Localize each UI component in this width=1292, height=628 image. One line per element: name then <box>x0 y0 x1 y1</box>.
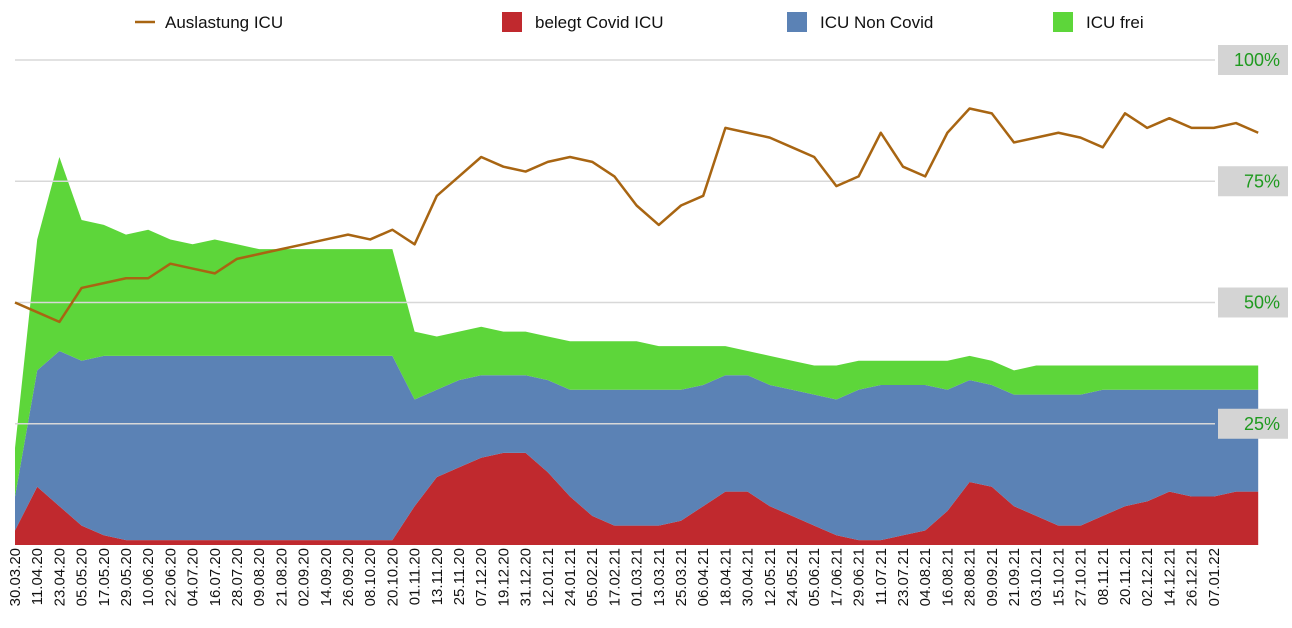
y-tick-label: 100% <box>1234 50 1280 70</box>
y-tick-box <box>1218 166 1288 197</box>
x-tick-label: 05.02.21 <box>584 548 601 606</box>
x-tick-label: 12.01.21 <box>540 548 557 606</box>
x-tick-label: 24.05.21 <box>784 548 801 606</box>
x-tick-label: 07.12.20 <box>473 548 490 606</box>
x-tick-label: 13.03.21 <box>651 548 668 606</box>
x-tick-label: 24.01.21 <box>562 548 579 606</box>
x-tick-label: 19.12.20 <box>495 548 512 606</box>
x-tick-label: 22.06.20 <box>162 548 179 606</box>
x-tick-label: 07.01.22 <box>1206 548 1223 606</box>
x-tick-label: 03.10.21 <box>1028 548 1045 606</box>
area <box>15 452 1259 545</box>
x-tick-label: 08.10.20 <box>362 548 379 606</box>
y-tick-box <box>1218 287 1288 318</box>
y-tick-box <box>1218 408 1288 439</box>
x-tick-label: 30.04.21 <box>740 548 757 606</box>
area <box>15 157 1259 497</box>
x-tick-label: 01.11.20 <box>407 548 424 605</box>
y-tick-box <box>1218 45 1288 75</box>
x-tick-label: 16.07.20 <box>207 548 224 606</box>
x-tick-label: 04.07.20 <box>185 548 202 606</box>
y-tick-label: 75% <box>1244 171 1280 191</box>
x-tick-label: 05.05.20 <box>74 548 91 606</box>
x-tick-label: 26.09.20 <box>340 548 357 606</box>
x-tick-label: 23.07.21 <box>895 548 912 606</box>
legend-label: belegt Covid ICU <box>535 13 664 32</box>
x-tick-label: 05.06.21 <box>806 548 823 606</box>
legend-label: ICU frei <box>1086 13 1144 32</box>
x-tick-label: 09.09.21 <box>984 548 1001 606</box>
y-tick-label: 25% <box>1244 414 1280 434</box>
x-tick-label: 17.06.21 <box>828 548 845 606</box>
x-tick-label: 21.09.21 <box>1006 548 1023 606</box>
x-tick-label: 17.05.20 <box>96 548 113 606</box>
x-tick-label: 09.08.20 <box>251 548 268 606</box>
x-tick-label: 31.12.20 <box>518 548 535 606</box>
x-tick-label: 14.12.21 <box>1161 548 1178 606</box>
legend-label: Auslastung ICU <box>165 13 283 32</box>
x-tick-label: 29.06.21 <box>851 548 868 606</box>
legend-swatch <box>787 12 807 32</box>
x-tick-label: 18.04.21 <box>717 548 734 606</box>
x-tick-label: 20.11.21 <box>1117 548 1134 605</box>
x-tick-label: 11.07.21 <box>873 548 890 605</box>
x-tick-label: 12.05.21 <box>762 548 779 606</box>
x-tick-label: 26.12.21 <box>1184 548 1201 606</box>
area <box>15 351 1259 541</box>
x-tick-label: 28.08.21 <box>962 548 979 606</box>
legend-swatch <box>1053 12 1073 32</box>
x-tick-label: 01.03.21 <box>629 548 646 606</box>
x-tick-label: 29.05.20 <box>118 548 135 606</box>
x-tick-label: 06.04.21 <box>695 548 712 606</box>
x-tick-label: 14.09.20 <box>318 548 335 606</box>
x-tick-label: 02.12.21 <box>1139 548 1156 606</box>
x-tick-label: 30.03.20 <box>7 548 24 606</box>
x-tick-label: 10.06.20 <box>140 548 157 606</box>
x-tick-label: 23.04.20 <box>51 548 68 606</box>
x-tick-label: 25.11.20 <box>451 548 468 605</box>
x-tick-label: 27.10.21 <box>1073 548 1090 606</box>
legend-label: ICU Non Covid <box>820 13 933 32</box>
x-tick-label: 20.10.20 <box>384 548 401 606</box>
x-tick-label: 28.07.20 <box>229 548 246 606</box>
x-tick-label: 17.02.21 <box>606 548 623 606</box>
x-tick-label: 04.08.21 <box>917 548 934 606</box>
x-tick-label: 25.03.21 <box>673 548 690 606</box>
x-tick-label: 16.08.21 <box>939 548 956 606</box>
x-tick-label: 15.10.21 <box>1050 548 1067 606</box>
legend-swatch <box>502 12 522 32</box>
x-tick-label: 08.11.21 <box>1095 548 1112 605</box>
x-tick-label: 02.09.20 <box>296 548 313 606</box>
x-tick-label: 13.11.20 <box>429 548 446 605</box>
y-tick-label: 50% <box>1244 293 1280 313</box>
x-tick-label: 21.08.20 <box>273 548 290 606</box>
line <box>14 107 1259 324</box>
x-tick-label: 11.04.20 <box>29 548 46 605</box>
